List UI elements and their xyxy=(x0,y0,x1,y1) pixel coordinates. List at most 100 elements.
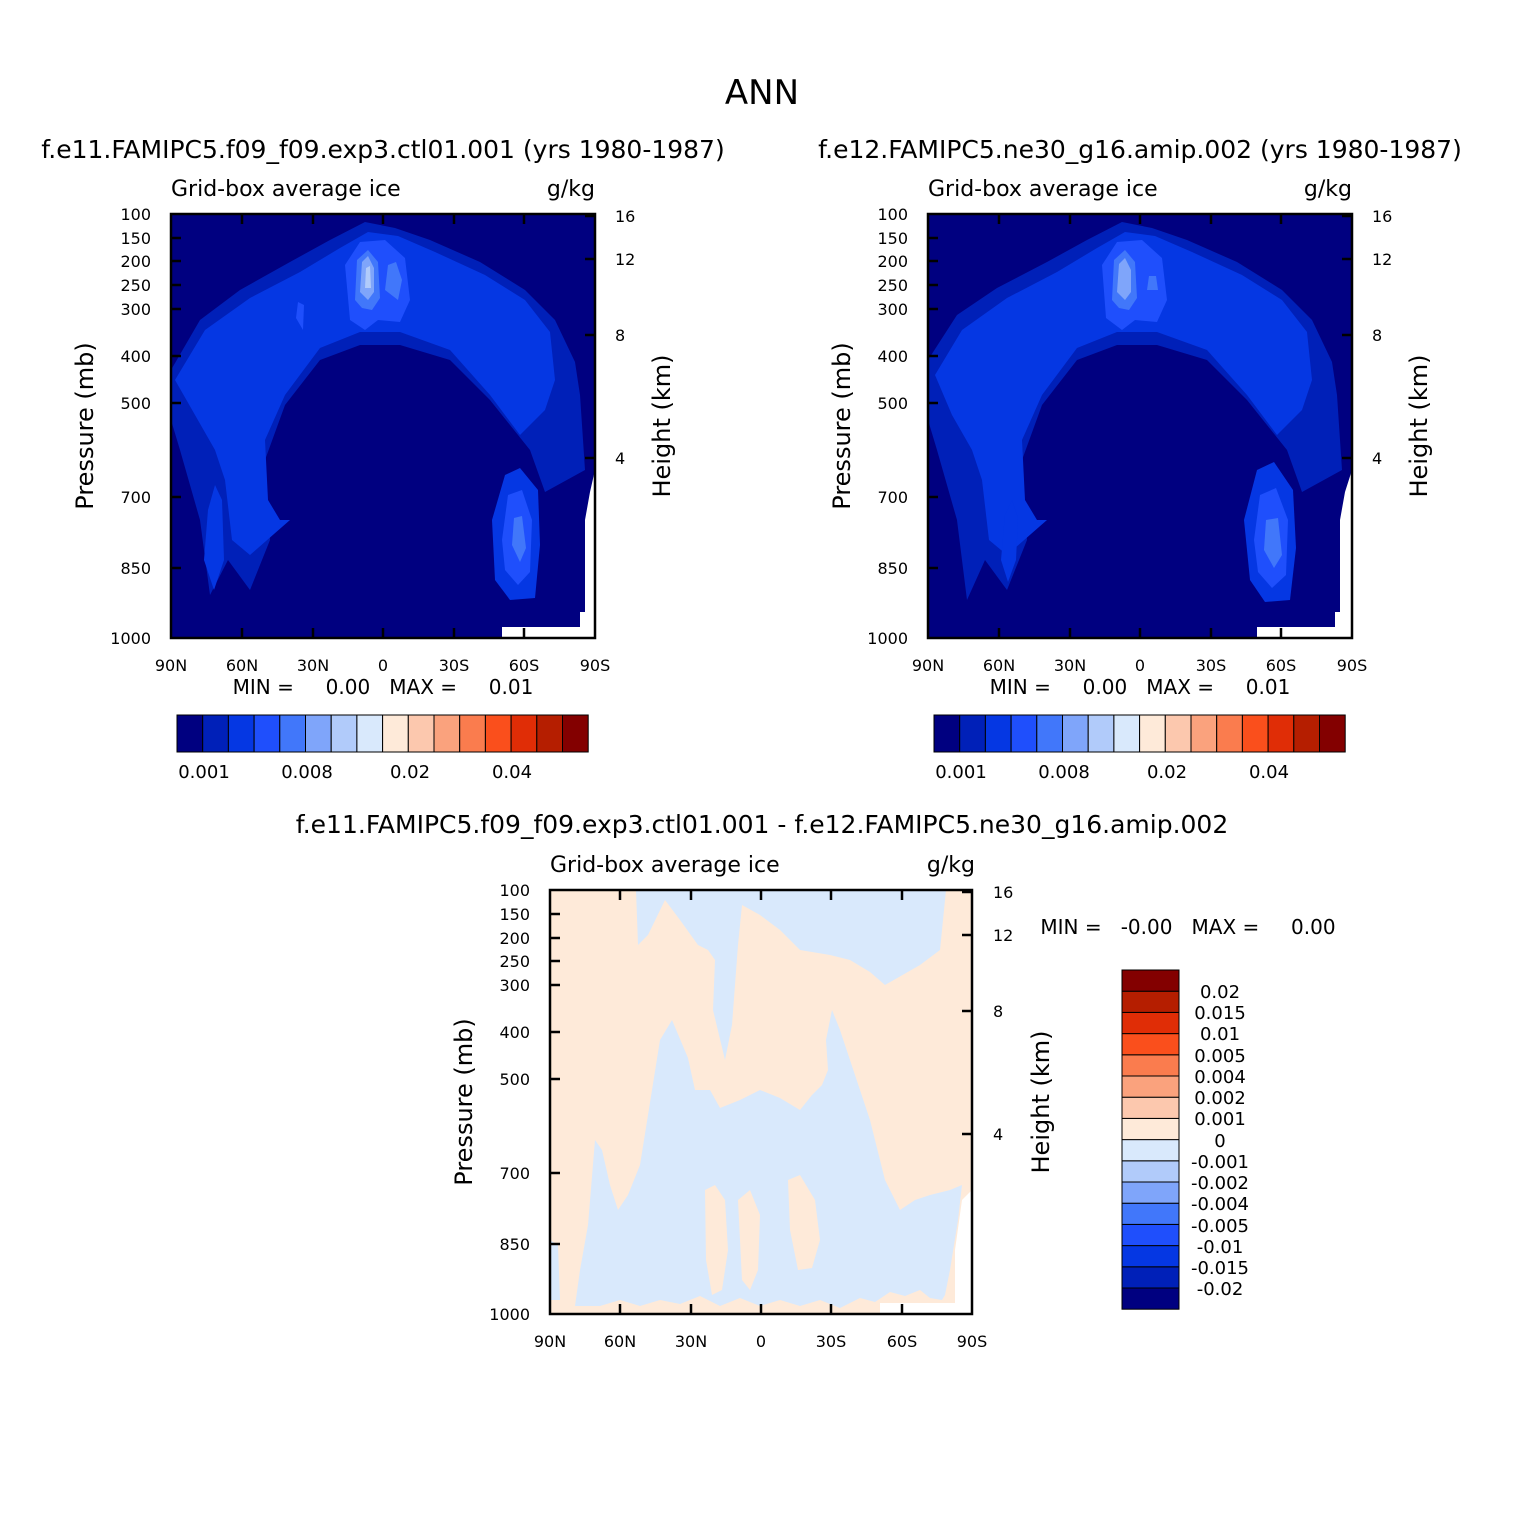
right-colorbar xyxy=(933,714,1346,753)
right-xtick-5: 60S xyxy=(1266,656,1297,675)
left-cbar-label-1: 0.008 xyxy=(281,762,333,783)
diff-xtick-3: 0 xyxy=(756,1332,766,1351)
left-level-6 xyxy=(365,266,371,288)
left-x-ticks: 90N 60N 30N 0 30S 60S 90S xyxy=(155,656,610,675)
left-ylabel: Pressure (mb) xyxy=(71,342,99,509)
right-cbar-swatch-3 xyxy=(1010,714,1038,753)
diff-cbar-swatch-7 xyxy=(1121,1139,1180,1162)
left-cbar-swatch-13 xyxy=(510,714,538,753)
left-y2label: Height (km) xyxy=(648,355,676,498)
right-cbar-swatch-12 xyxy=(1241,714,1269,753)
right-level-5 xyxy=(1117,258,1131,300)
right-ytick-250: 250 xyxy=(877,276,908,295)
diff-cbar-label-9: -0.002 xyxy=(1191,1173,1249,1194)
right-xtick-3: 0 xyxy=(1135,656,1145,675)
right-ytick-100: 100 xyxy=(877,205,908,224)
left-level-4b xyxy=(385,262,402,300)
right-missing xyxy=(1257,470,1352,638)
right-xtick-4: 30S xyxy=(1196,656,1227,675)
right-xtick-1: 60N xyxy=(983,656,1015,675)
right-cbar-swatch-8 xyxy=(1139,714,1166,753)
diff-xtick-1: 60N xyxy=(604,1332,636,1351)
right-ytick-1000: 1000 xyxy=(867,629,908,648)
left-cbar-swatch-11 xyxy=(459,714,486,753)
left-cbar-swatch-3 xyxy=(253,714,281,753)
diff-cbar-label-4: 0.004 xyxy=(1194,1067,1246,1088)
diff-cbar-label-2: 0.01 xyxy=(1200,1024,1240,1045)
left-cbar-swatch-7 xyxy=(356,714,384,753)
right-xtick-2: 30N xyxy=(1054,656,1086,675)
left-xtick-4: 30S xyxy=(439,656,470,675)
diff-ytick-700: 700 xyxy=(499,1164,530,1183)
right-xtick-6: 90S xyxy=(1337,656,1368,675)
left-panel: f.e11.FAMIPC5.f09_f09.exp3.ctl01.001 (yr… xyxy=(41,135,724,783)
diff-cbar-label-11: -0.005 xyxy=(1191,1216,1249,1237)
diff-panel-title: f.e11.FAMIPC5.f09_f09.exp3.ctl01.001 - f… xyxy=(296,810,1229,839)
right-ytick-200: 200 xyxy=(877,252,908,271)
left-stats: MIN = 0.00 MAX = 0.01 xyxy=(233,675,534,699)
left-y2tick-8: 8 xyxy=(615,326,625,345)
diff-cbar-label-8: -0.001 xyxy=(1191,1152,1249,1173)
diff-cbar-label-14: -0.02 xyxy=(1197,1279,1244,1300)
diff-xtick-2: 30N xyxy=(675,1332,707,1351)
right-panel-title: f.e12.FAMIPC5.ne30_g16.amip.002 (yrs 198… xyxy=(818,135,1462,164)
diff-negative-left-edge xyxy=(550,1240,560,1300)
diff-cbar-swatch-4 xyxy=(1121,1202,1180,1225)
diff-colorbar xyxy=(1121,969,1180,1310)
diff-y2label: Height (km) xyxy=(1027,1031,1055,1174)
left-colorbar xyxy=(176,714,589,753)
diff-colorbar-labels: 0.02 0.015 0.01 0.005 0.004 0.002 0.001 … xyxy=(1191,982,1249,1300)
right-y2tick-4: 4 xyxy=(1372,449,1382,468)
left-ytick-700: 700 xyxy=(120,488,151,507)
right-cbar-swatch-15 xyxy=(1319,714,1346,753)
left-y2tick-4: 4 xyxy=(615,449,625,468)
diff-x-ticks: 90N 60N 30N 0 30S 60S 90S xyxy=(534,1332,987,1351)
left-y2-ticks: 16 12 8 4 xyxy=(615,207,635,468)
left-cbar-swatch-1 xyxy=(202,714,229,753)
right-x-ticks: 90N 60N 30N 0 30S 60S 90S xyxy=(912,656,1367,675)
figure-title: ANN xyxy=(725,73,799,113)
diff-cbar-swatch-11 xyxy=(1121,1054,1180,1077)
right-ytick-850: 850 xyxy=(877,559,908,578)
right-ytick-400: 400 xyxy=(877,347,908,366)
left-cbar-swatch-2 xyxy=(227,714,255,753)
right-cbar-swatch-14 xyxy=(1293,714,1321,753)
diff-y2tick-16: 16 xyxy=(993,883,1013,902)
left-ytick-850: 850 xyxy=(120,559,151,578)
diff-ytick-400: 400 xyxy=(499,1023,530,1042)
right-level-2c xyxy=(1001,500,1018,582)
right-panel: f.e12.FAMIPC5.ne30_g16.amip.002 (yrs 198… xyxy=(818,135,1462,783)
right-cbar-swatch-2 xyxy=(984,714,1012,753)
right-axes xyxy=(926,212,1354,640)
diff-cbar-swatch-15 xyxy=(1121,969,1180,992)
diff-cbar-label-6: 0.001 xyxy=(1194,1109,1246,1130)
right-cbar-label-0: 0.001 xyxy=(935,762,987,783)
diff-cbar-swatch-5 xyxy=(1121,1181,1180,1204)
diff-variable-label: Grid-box average ice xyxy=(550,853,780,878)
diff-cbar-label-5: 0.002 xyxy=(1194,1088,1246,1109)
diff-axes xyxy=(548,888,974,1316)
right-ytick-300: 300 xyxy=(877,300,908,319)
right-y-ticks: 100 150 200 250 300 400 500 700 850 1000 xyxy=(867,205,908,648)
right-y2tick-12: 12 xyxy=(1372,250,1392,269)
diff-cbar-label-1: 0.015 xyxy=(1194,1003,1246,1024)
diff-xtick-6: 90S xyxy=(957,1332,988,1351)
diff-cbar-swatch-8 xyxy=(1121,1117,1180,1141)
diff-y2tick-4: 4 xyxy=(993,1125,1003,1144)
diff-cbar-label-0: 0.02 xyxy=(1200,982,1240,1003)
diff-y2tick-12: 12 xyxy=(993,926,1013,945)
right-xtick-0: 90N xyxy=(912,656,944,675)
right-cbar-label-1: 0.008 xyxy=(1038,762,1090,783)
right-level-2 xyxy=(935,232,1312,555)
left-variable-label: Grid-box average ice xyxy=(171,177,401,202)
right-ytick-150: 150 xyxy=(877,229,908,248)
diff-ylabel: Pressure (mb) xyxy=(450,1018,478,1185)
left-ytick-300: 300 xyxy=(120,300,151,319)
diff-positive-band-2 xyxy=(738,1190,760,1290)
right-cbar-label-2: 0.02 xyxy=(1147,762,1187,783)
diff-cbar-swatch-10 xyxy=(1121,1075,1180,1098)
diff-ytick-500: 500 xyxy=(499,1070,530,1089)
diff-negative-region-main xyxy=(575,1010,962,1308)
right-cbar-swatch-5 xyxy=(1062,714,1089,753)
right-cbar-swatch-10 xyxy=(1190,714,1218,753)
